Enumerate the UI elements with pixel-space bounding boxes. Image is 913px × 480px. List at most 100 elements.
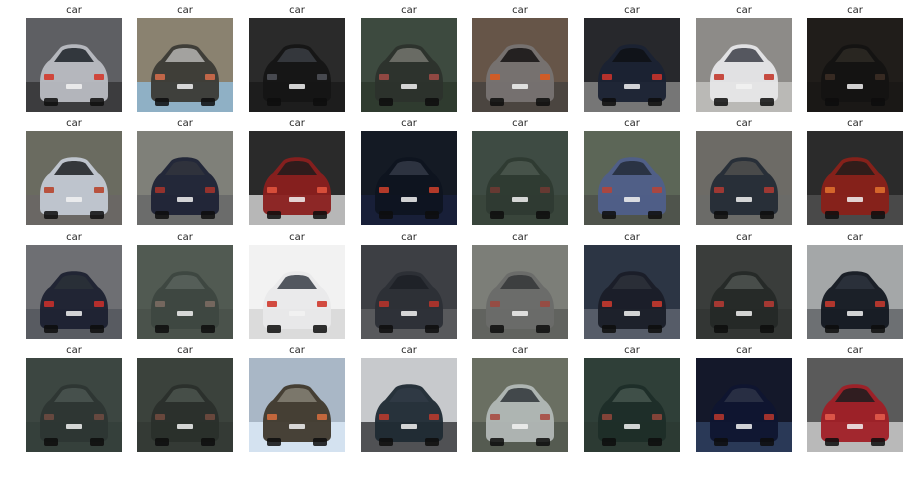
panel-title: car [401,5,417,16]
panel-title: car [736,118,752,129]
image-panel: car [137,0,233,112]
tail-light-left [267,74,277,80]
panel-title: car [66,118,82,129]
tail-light-right [652,301,662,307]
car-photo-svg [361,18,457,112]
car-photo [696,131,792,225]
license-plate [177,424,193,429]
wheel-right [90,438,104,446]
wheel-left [379,98,393,106]
panel-title: car [624,345,640,356]
image-panel: car [472,113,568,225]
tail-light-left [44,74,54,80]
tail-light-left [379,301,389,307]
car-photo-svg [249,18,345,112]
panel-title: car [66,5,82,16]
license-plate [401,311,417,316]
wheel-right [536,211,550,219]
image-panel: car [249,0,345,112]
rear-window [165,275,205,289]
wheel-left [602,98,616,106]
panel-title: car [624,5,640,16]
wheel-right [313,438,327,446]
car-photo-svg [472,358,568,452]
wheel-left [267,98,281,106]
car-photo-svg [249,358,345,452]
car-photo-svg [584,245,680,339]
license-plate [289,84,305,89]
wheel-left [490,211,504,219]
rear-window [277,48,317,62]
tail-light-left [267,301,277,307]
rear-window [389,275,429,289]
license-plate [289,311,305,316]
image-panel: car [807,0,903,112]
tail-light-left [490,414,500,420]
car-photo-svg [249,131,345,225]
wheel-left [825,211,839,219]
image-panel: car [584,113,680,225]
wheel-right [871,438,885,446]
car-photo [249,358,345,452]
tail-light-right [317,301,327,307]
car-photo [137,18,233,112]
car-photo-svg [807,358,903,452]
panel-title: car [66,345,82,356]
tail-light-right [875,414,885,420]
car-photo [807,131,903,225]
image-panel: car [472,0,568,112]
rear-window [389,388,429,402]
tail-light-right [317,187,327,193]
wheel-left [714,325,728,333]
wheel-right [313,98,327,106]
car-photo-svg [26,131,122,225]
car-photo [26,358,122,452]
tail-light-right [317,74,327,80]
tail-light-left [825,414,835,420]
license-plate [177,197,193,202]
image-panel: car [696,227,792,339]
car-photo [249,131,345,225]
tail-light-right [875,187,885,193]
panel-title: car [401,232,417,243]
car-photo [137,131,233,225]
license-plate [289,424,305,429]
wheel-right [871,98,885,106]
car-photo-svg [696,245,792,339]
car-photo-svg [807,18,903,112]
tail-light-left [155,187,165,193]
tail-light-right [205,414,215,420]
panel-title: car [847,118,863,129]
license-plate [401,424,417,429]
panel-title: car [512,118,528,129]
wheel-left [155,438,169,446]
car-photo [137,358,233,452]
car-photo-svg [696,18,792,112]
wheel-left [602,211,616,219]
car-photo-svg [137,245,233,339]
panel-title: car [289,118,305,129]
rear-window [389,161,429,175]
panel-title: car [177,345,193,356]
rear-window [724,275,764,289]
tail-light-right [429,301,439,307]
wheel-left [825,98,839,106]
car-photo [584,245,680,339]
tail-light-left [44,414,54,420]
wheel-left [602,438,616,446]
car-photo-svg [584,358,680,452]
car-photo [696,358,792,452]
image-panel: car [249,340,345,452]
image-panel: car [584,227,680,339]
panel-title: car [512,345,528,356]
tail-light-right [652,74,662,80]
wheel-left [379,211,393,219]
wheel-left [267,438,281,446]
license-plate [624,311,640,316]
tail-light-right [317,414,327,420]
tail-light-right [540,74,550,80]
panel-title: car [177,118,193,129]
wheel-left [44,438,58,446]
license-plate [847,424,863,429]
wheel-left [155,98,169,106]
